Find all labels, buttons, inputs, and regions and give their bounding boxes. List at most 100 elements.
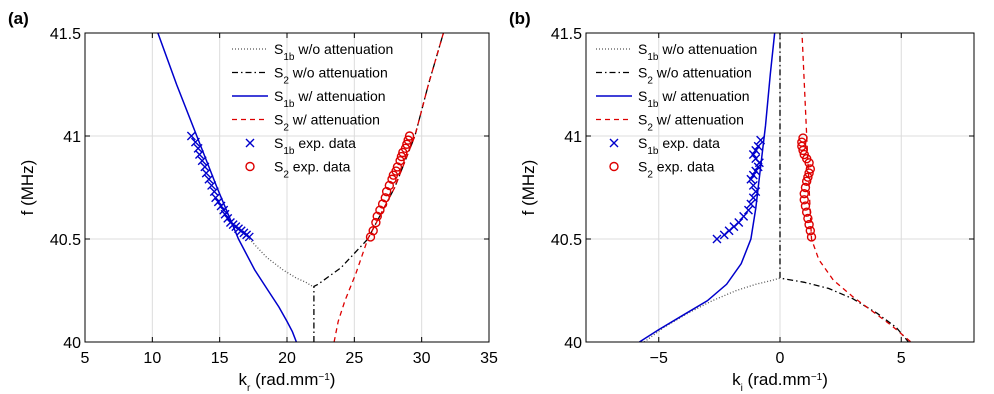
data-point-o [381, 186, 392, 197]
data-point-o [797, 137, 807, 147]
x-tick-label: 5 [897, 350, 906, 367]
data-point-x [220, 209, 230, 219]
data-point-x [712, 234, 722, 244]
data-point-o [368, 226, 378, 236]
data-point-o [387, 174, 397, 184]
y-tick-label: 40.5 [551, 232, 582, 249]
data-point-x [751, 145, 761, 155]
series-line-2 [638, 33, 776, 342]
x-axis-label: kr (rad.mm−1) [239, 370, 336, 394]
data-point-x [746, 174, 756, 184]
data-point-o [806, 232, 817, 242]
data-point-o [803, 172, 813, 182]
x-tick-label: 20 [278, 350, 296, 367]
legend-swatch [245, 161, 255, 172]
legend-label: S2 w/o attenuation [638, 65, 752, 87]
data-point-x [751, 187, 761, 197]
data-point-x [201, 168, 211, 178]
data-point-o [365, 232, 376, 242]
x-tick-label: 5 [81, 350, 90, 367]
series-line-3 [333, 33, 445, 342]
data-point-x [213, 197, 223, 207]
y-axis-label: f (MHz) [519, 160, 538, 216]
series-line-3 [801, 33, 912, 342]
legend-label: S1b w/o attenuation [274, 41, 393, 63]
x-tick-label: 35 [480, 350, 498, 367]
legend-label: S1b w/o attenuation [638, 41, 757, 63]
y-tick-label: 41 [63, 129, 81, 146]
x-tick-label: 10 [143, 350, 161, 367]
y-tick-label: 41.5 [551, 26, 582, 43]
legend-swatch [245, 138, 255, 148]
data-point-x [748, 150, 758, 160]
legend-label: S2 exp. data [638, 159, 715, 181]
y-tick-label: 40 [63, 335, 81, 352]
data-point-x [186, 131, 196, 141]
data-point-x [197, 156, 207, 166]
data-point-o [372, 211, 382, 222]
legend-label: S1b w/ attenuation [274, 88, 386, 110]
data-point-o [404, 131, 415, 141]
data-point-o [371, 217, 381, 228]
data-point-o [804, 219, 814, 230]
x-axis-label: ki (rad.mm−1) [732, 370, 828, 394]
data-point-o [375, 205, 385, 215]
data-point-x [734, 218, 744, 228]
data-point-o [377, 199, 388, 209]
x-tick-label: 15 [211, 350, 229, 367]
data-point-o [400, 143, 411, 154]
legend-label: S2 exp. data [274, 159, 351, 181]
panel-label: (b) [509, 9, 531, 28]
y-tick-label: 41.5 [50, 26, 81, 43]
data-point-o [804, 168, 814, 178]
data-point-x [746, 199, 756, 209]
data-point-o [805, 164, 816, 174]
legend-swatch [609, 161, 619, 172]
data-point-x [244, 232, 254, 242]
x-tick-label: −5 [650, 350, 668, 367]
data-point-o [801, 207, 812, 217]
data-point-x [194, 150, 204, 160]
data-point-o [799, 149, 809, 160]
y-tick-label: 40 [564, 335, 582, 352]
data-point-x [756, 135, 766, 145]
legend-label: S1b exp. data [638, 135, 720, 157]
data-point-o [391, 166, 401, 176]
data-layer [638, 33, 912, 342]
y-axis-label: f (MHz) [18, 160, 37, 216]
y-tick-label: 41 [564, 129, 582, 146]
data-point-o [799, 195, 809, 205]
data-point-o [403, 135, 413, 145]
data-point-x [751, 166, 761, 176]
legend-label: S2 w/ attenuation [638, 112, 744, 134]
data-point-o [392, 162, 403, 172]
data-point-x [753, 141, 763, 151]
series-line-0 [248, 238, 313, 287]
x-tick-label: 25 [345, 350, 363, 367]
data-point-o [798, 133, 808, 143]
data-point-x [743, 205, 753, 215]
legend-swatch [609, 138, 619, 148]
data-point-x [748, 193, 758, 203]
x-tick-label: 30 [413, 350, 431, 367]
data-point-o [402, 139, 412, 149]
data-point-x [739, 211, 749, 221]
data-point-x [204, 174, 214, 184]
y-tick-label: 40.5 [50, 232, 81, 249]
data-point-o [803, 213, 813, 224]
panel-label: (a) [8, 9, 29, 28]
data-point-o [384, 180, 395, 191]
data-point-o [380, 193, 391, 203]
data-layer [157, 33, 445, 342]
series-line-2 [157, 33, 298, 342]
legend-label: S2 w/ attenuation [274, 112, 380, 134]
data-point-x [211, 193, 221, 203]
series-line-1 [313, 33, 445, 342]
chart-panel-b: −5 0 5 40 40.5 41 41.5 ki (rad.mm−1) f (MHz) (b) S… [509, 9, 975, 394]
data-point-o [800, 182, 811, 193]
data-point-x [748, 180, 758, 190]
legend-label: S2 w/o attenuation [274, 65, 388, 87]
data-point-o [799, 188, 809, 199]
